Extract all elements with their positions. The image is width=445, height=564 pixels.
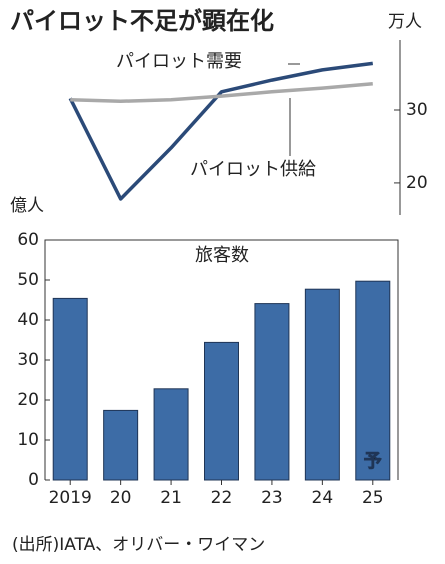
series-label: パイロット供給 [190,159,316,180]
bar [153,388,189,481]
line-series [70,82,373,103]
y-tick-label: 30 [406,100,428,120]
x-tick-label: 2019 [49,488,92,508]
x-tick-label: 22 [211,488,233,508]
chart-title: パイロット不足が顕在化 [10,7,274,35]
line-series [68,61,374,201]
bar [355,280,391,481]
bar [254,303,290,481]
bar [204,341,239,481]
x-tick-label: 23 [261,488,283,508]
y-tick-label: 0 [28,470,39,490]
bar [304,288,340,481]
y-tick-label: 30 [17,350,39,370]
x-tick-label: 25 [362,488,384,508]
unit-label: 万人 [388,12,422,32]
y-tick-label: 20 [17,390,39,410]
unit-label: 億人 [10,196,44,216]
bar [52,297,88,481]
x-tick-label: 20 [110,488,132,508]
bar-title: 旅客数 [195,245,249,266]
y-tick-label: 50 [17,270,39,290]
source: (出所)IATA、オリバー・ワイマン [12,535,265,555]
x-tick-label: 21 [160,488,182,508]
y-tick-label: 40 [17,310,39,330]
y-tick-label: 60 [17,230,39,250]
bar [103,409,139,481]
annotation: 予 [364,451,382,472]
y-tick-label: 20 [406,173,428,193]
series-label: パイロット需要 [116,51,242,72]
y-tick-label: 10 [17,430,39,450]
x-tick-label: 24 [312,488,334,508]
